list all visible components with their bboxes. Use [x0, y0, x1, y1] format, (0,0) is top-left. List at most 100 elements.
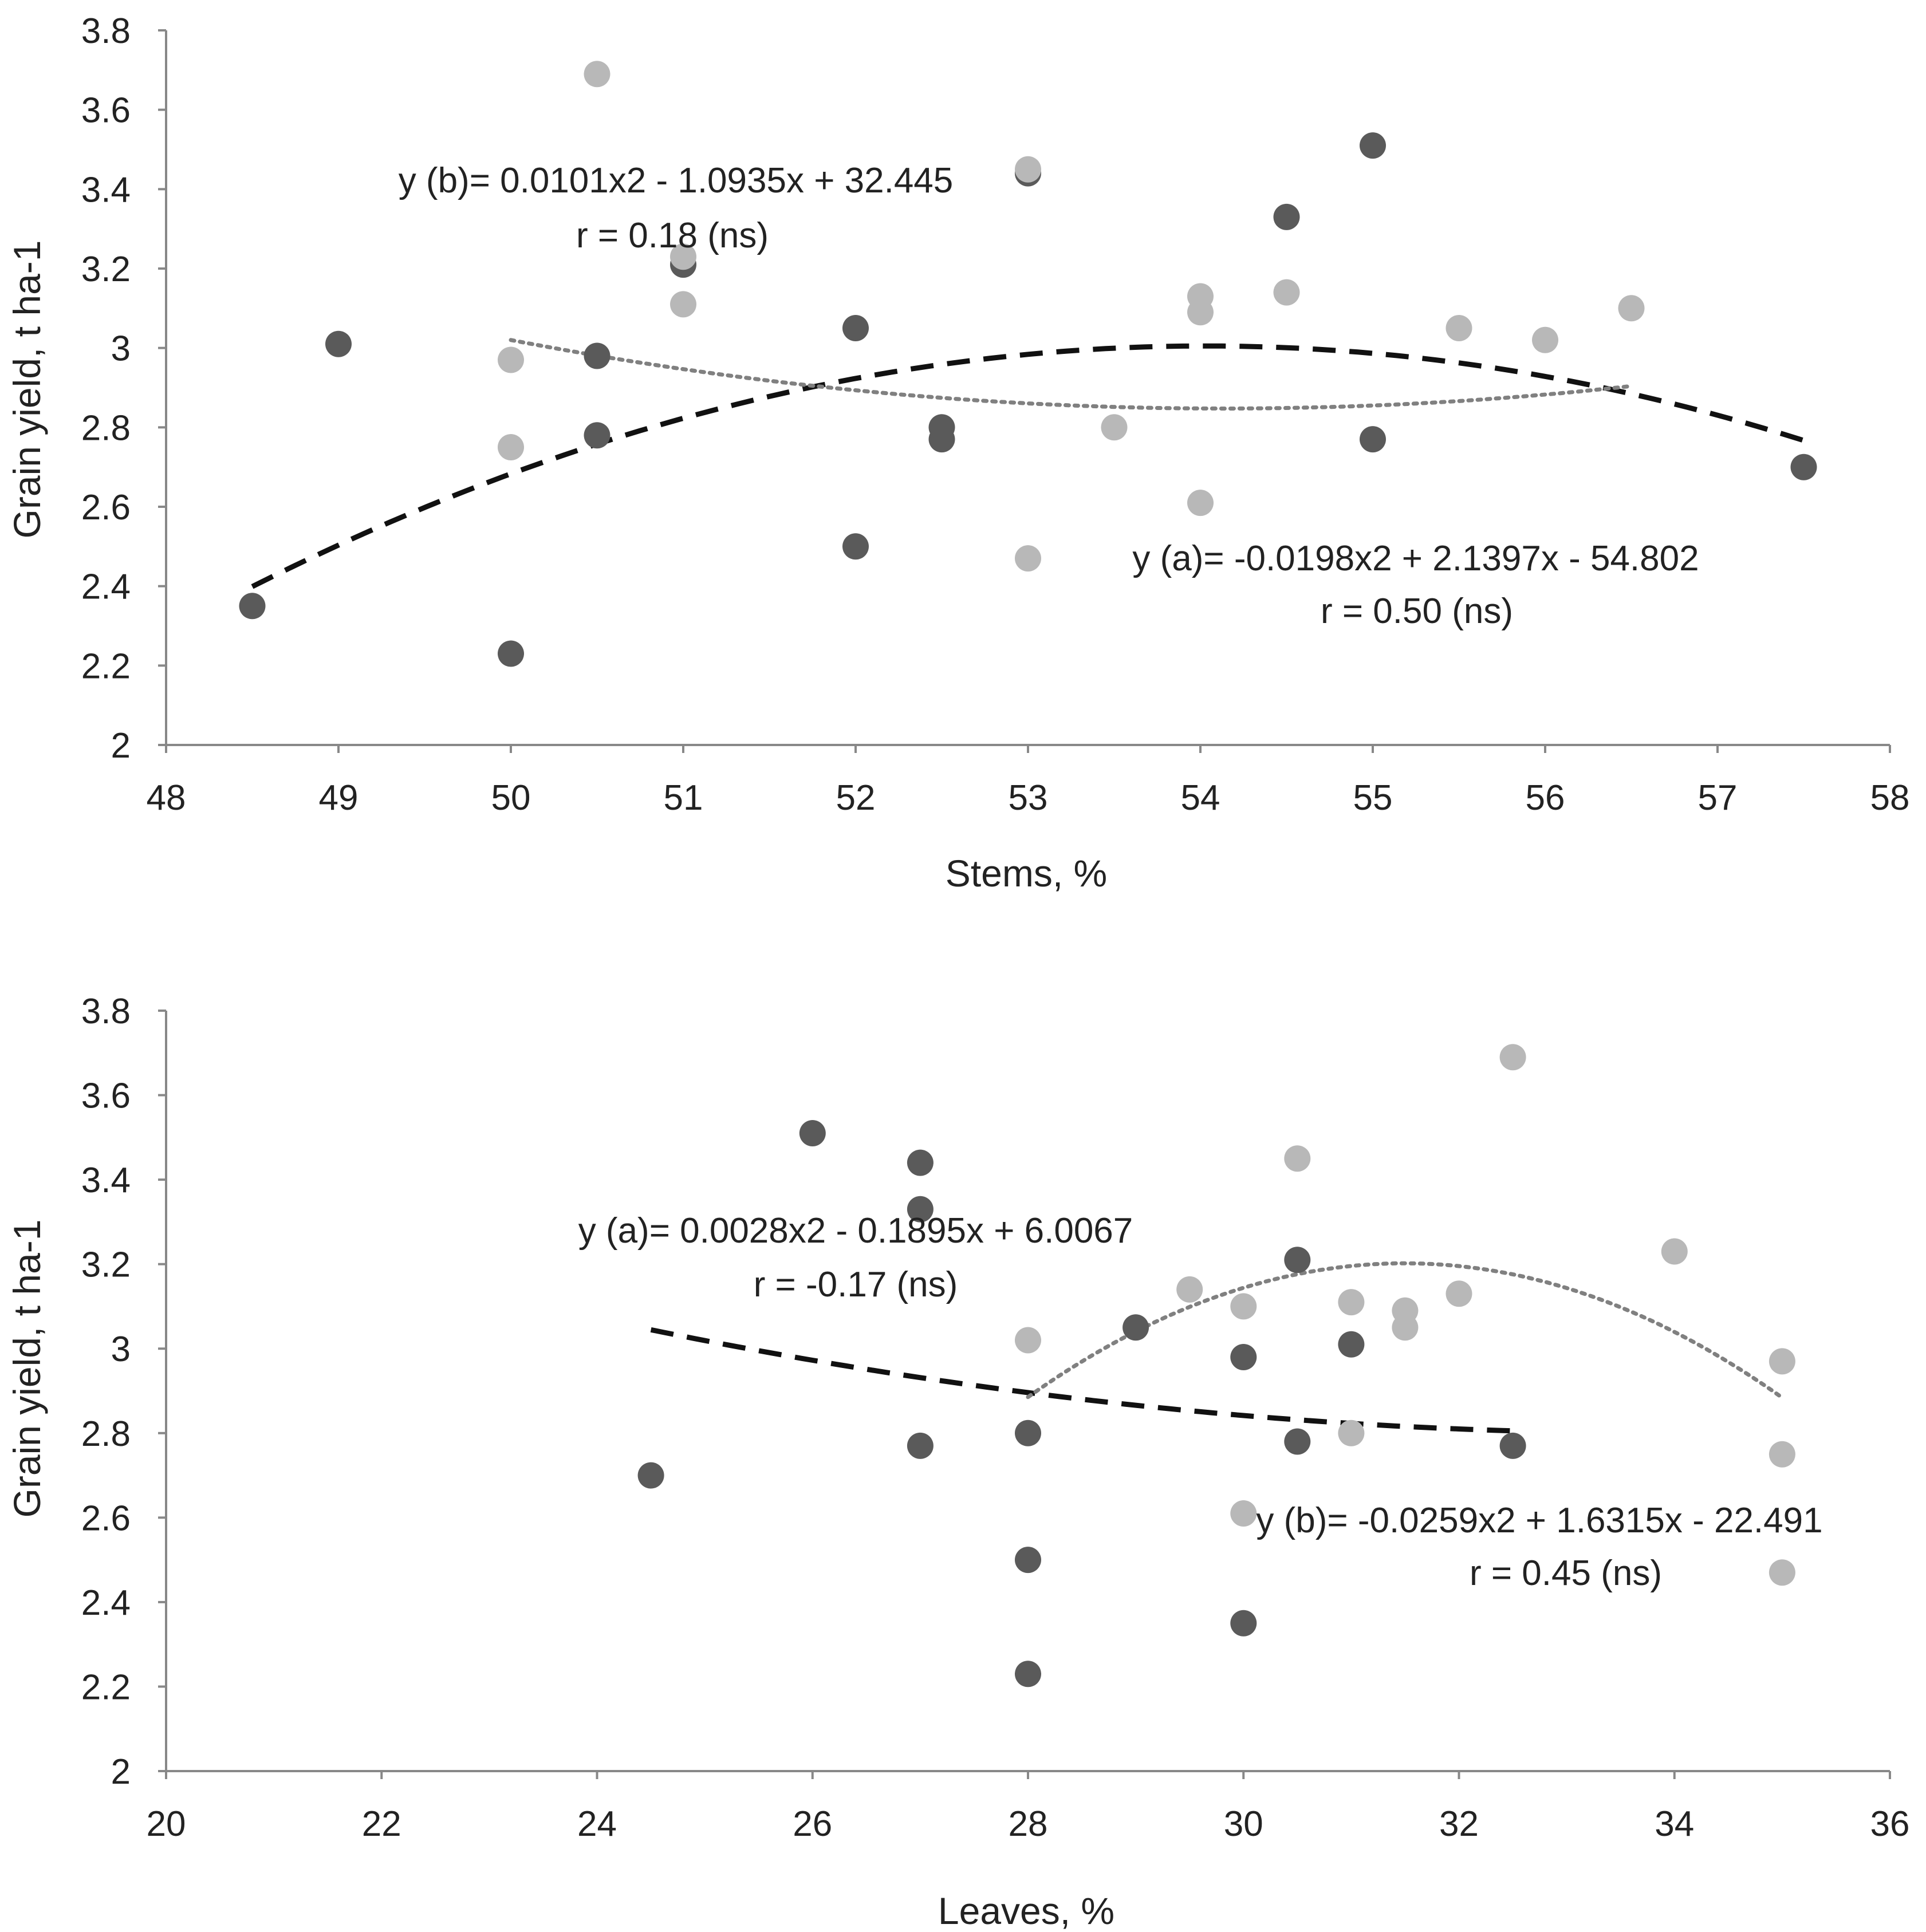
- stems-equation-b: y (b)= 0.0101x2 - 1.0935x + 32.445: [399, 161, 954, 200]
- stems-x-tick-label: 57: [1698, 778, 1738, 818]
- stems-point-b: [1015, 156, 1041, 183]
- leaves-x-tick-label: 32: [1439, 1804, 1479, 1844]
- stems-x-tick-label: 56: [1526, 778, 1565, 818]
- stems-point-a: [1273, 203, 1300, 230]
- stems-point-a: [928, 426, 955, 453]
- stems-y-tick-label: 3.6: [81, 91, 131, 131]
- leaves-y-tick-label: 2.8: [81, 1414, 131, 1454]
- leaves-point-b: [1446, 1280, 1472, 1307]
- stems-y-tick-label: 2.6: [81, 488, 131, 527]
- stems-points: [239, 61, 1817, 667]
- leaves-point-a: [1015, 1547, 1041, 1574]
- leaves-y-tick-label: 3.8: [81, 992, 131, 1031]
- leaves-equation-a: y (a)= 0.0028x2 - 0.1895x + 6.0067: [578, 1211, 1133, 1251]
- stems-chart: 2 2.2 2.4 2.6 2.8 3 3.2 3.4 3.6 3.8 48 49 50 51 52 53 54…: [6, 11, 1909, 894]
- leaves-point-b: [1338, 1420, 1365, 1446]
- leaves-y-tick-label: 3.4: [81, 1161, 131, 1200]
- stems-point-b: [1273, 279, 1300, 306]
- stems-point-b: [1187, 490, 1214, 516]
- leaves-r-value-a: r = -0.17 (ns): [754, 1265, 958, 1304]
- leaves-point-a: [1015, 1420, 1041, 1446]
- stems-trendline-a: [251, 343, 1805, 589]
- stems-y-tick-label: 3.2: [81, 250, 131, 289]
- leaves-point-b: [1230, 1293, 1257, 1320]
- leaves-x-tick-label: 28: [1009, 1804, 1048, 1844]
- stems-r-value-b: r = 0.18 (ns): [576, 216, 769, 255]
- stems-y-tick-label: 3.8: [81, 11, 131, 51]
- stems-point-a: [325, 330, 352, 357]
- leaves-point-b: [1499, 1044, 1526, 1071]
- leaves-equation-b: y (b)= -0.0259x2 + 1.6315x - 22.491: [1256, 1501, 1822, 1540]
- leaves-points: [637, 1044, 1795, 1687]
- leaves-point-a: [1230, 1610, 1257, 1637]
- leaves-x-tick-label: 20: [147, 1804, 186, 1844]
- stems-x-tick-label: 50: [491, 778, 531, 818]
- stems-x-axis-label: Stems, %: [946, 852, 1107, 894]
- leaves-point-b: [1176, 1276, 1203, 1303]
- stems-r-value-a: r = 0.50 (ns): [1321, 592, 1513, 631]
- stems-point-a: [842, 533, 869, 560]
- leaves-trendlines: [650, 1261, 1785, 1434]
- leaves-point-a: [637, 1462, 664, 1489]
- stems-y-tick-label: 2.4: [81, 567, 131, 607]
- stems-point-b: [498, 434, 524, 460]
- leaves-trendline-a: [650, 1327, 1513, 1434]
- leaves-point-a: [1284, 1247, 1311, 1273]
- leaves-point-b: [1769, 1559, 1795, 1586]
- leaves-point-a: [907, 1196, 934, 1223]
- stems-point-a: [498, 640, 524, 667]
- leaves-point-b: [1769, 1441, 1795, 1468]
- stems-point-b: [1101, 414, 1128, 441]
- stems-point-b: [1446, 315, 1472, 341]
- stems-x-tick-label: 49: [319, 778, 359, 818]
- leaves-y-tick-label: 3.6: [81, 1077, 131, 1116]
- stems-trendlines: [251, 338, 1805, 589]
- leaves-point-a: [907, 1432, 934, 1459]
- leaves-point-a: [1338, 1331, 1365, 1358]
- leaves-x-tick-label: 24: [577, 1804, 617, 1844]
- leaves-point-b: [1392, 1314, 1419, 1341]
- stems-x-tick-label: 55: [1353, 778, 1393, 818]
- stems-x-tick-label: 48: [147, 778, 186, 818]
- leaves-r-value-b: r = 0.45 (ns): [1470, 1554, 1662, 1593]
- leaves-x-tick-label: 34: [1655, 1804, 1694, 1844]
- leaves-point-a: [1499, 1432, 1526, 1459]
- leaves-point-b: [1230, 1500, 1257, 1527]
- leaves-x-tick-label: 26: [793, 1804, 832, 1844]
- leaves-x-tick-label: 22: [362, 1804, 401, 1844]
- leaves-x-tick-label: 30: [1224, 1804, 1263, 1844]
- leaves-y-tick-label: 3.2: [81, 1245, 131, 1285]
- stems-point-b: [1187, 299, 1214, 326]
- stems-point-b: [670, 291, 696, 318]
- stems-point-b: [1015, 545, 1041, 572]
- stems-point-b: [670, 243, 696, 270]
- leaves-y-tick-label: 2.4: [81, 1583, 131, 1623]
- stems-point-a: [239, 593, 266, 620]
- leaves-x-tick-label: 36: [1870, 1804, 1910, 1844]
- leaves-axes: 2 2.2 2.4 2.6 2.8 3 3.2 3.4 3.6 3.8 20 22 24 26 28 30 32…: [81, 992, 1910, 1844]
- stems-y-tick-label: 3.4: [81, 170, 131, 210]
- stems-y-tick-label: 3: [111, 329, 131, 369]
- leaves-x-axis-label: Leaves, %: [938, 1890, 1114, 1932]
- leaves-point-a: [907, 1149, 934, 1176]
- stems-x-tick-label: 51: [664, 778, 703, 818]
- stems-point-b: [584, 61, 611, 88]
- stems-y-tick-label: 2: [111, 726, 131, 766]
- stems-x-tick-label: 54: [1181, 778, 1220, 818]
- leaves-point-b: [1661, 1238, 1688, 1265]
- stems-y-tick-label: 2.8: [81, 408, 131, 448]
- leaves-y-tick-label: 3: [111, 1330, 131, 1369]
- leaves-point-a: [1122, 1314, 1149, 1341]
- stems-point-a: [1360, 426, 1386, 453]
- stems-point-a: [842, 315, 869, 341]
- stems-point-a: [1360, 132, 1386, 159]
- stems-point-a: [1790, 454, 1817, 480]
- leaves-point-a: [1230, 1344, 1257, 1370]
- leaves-chart: 2 2.2 2.4 2.6 2.8 3 3.2 3.4 3.6 3.8 20 22 24 26 28 30 32…: [6, 992, 1909, 1932]
- stems-x-tick-label: 53: [1009, 778, 1048, 818]
- stems-y-axis-label: Grain yield, t ha-1: [6, 240, 48, 539]
- stems-equation-a: y (a)= -0.0198x2 + 2.1397x - 54.802: [1132, 539, 1699, 578]
- leaves-y-tick-label: 2: [111, 1752, 131, 1792]
- leaves-y-tick-label: 2.2: [81, 1667, 131, 1707]
